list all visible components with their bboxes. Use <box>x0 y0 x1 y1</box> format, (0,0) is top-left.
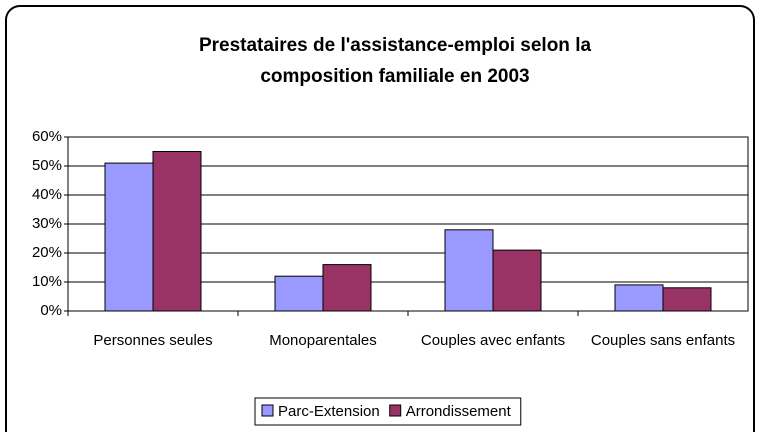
y-tick-label: 40% <box>32 186 62 203</box>
x-tick-label: Personnes seules <box>93 332 212 349</box>
legend-label: Parc-Extension <box>278 403 380 420</box>
chart-title: Prestataires de l'assistance-emploi selo… <box>199 35 592 87</box>
bar <box>614 284 664 312</box>
y-tick-label: 10% <box>32 273 62 290</box>
x-tick-label: Monoparentales <box>269 332 377 349</box>
y-tick-label: 30% <box>32 215 62 232</box>
bar <box>444 229 494 312</box>
legend-swatch <box>389 404 402 417</box>
y-tick-label: 0% <box>40 302 62 319</box>
y-tick-label: 50% <box>32 157 62 174</box>
bar <box>662 287 712 312</box>
legend <box>254 397 522 426</box>
bar <box>274 275 324 312</box>
x-tick-label: Couples sans enfants <box>591 332 735 349</box>
chart-border <box>5 5 755 432</box>
y-tick-label: 20% <box>32 244 62 261</box>
legend-label: Arrondissement <box>406 403 512 420</box>
legend-swatch <box>261 404 274 417</box>
bar <box>104 162 154 312</box>
bar <box>322 264 372 312</box>
x-tick-label: Couples avec enfants <box>421 332 565 349</box>
bar <box>492 249 542 312</box>
y-tick-label: 60% <box>32 128 62 145</box>
bar <box>152 151 202 312</box>
